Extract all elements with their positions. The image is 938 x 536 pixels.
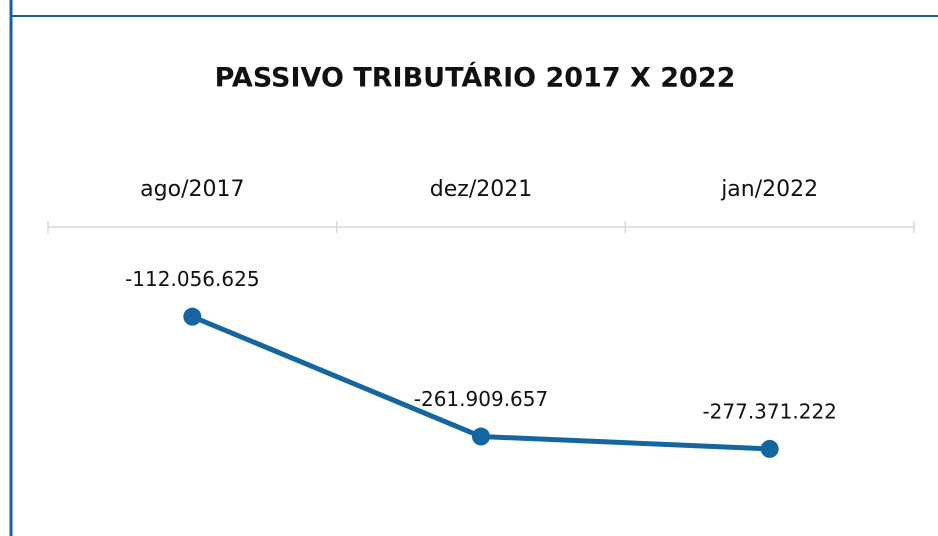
data-label: -277.371.222 (702, 399, 836, 423)
data-label: -261.909.657 (414, 387, 548, 411)
data-label: -112.056.625 (125, 267, 259, 291)
chart-title: PASSIVO TRIBUTÁRIO 2017 X 2022 (215, 62, 736, 94)
point (472, 427, 490, 446)
point (760, 439, 779, 458)
x-tick-label: jan/2022 (720, 177, 818, 202)
point (183, 307, 202, 326)
x-tick-label: dez/2021 (430, 177, 532, 202)
x-tick-label: ago/2017 (140, 177, 244, 202)
